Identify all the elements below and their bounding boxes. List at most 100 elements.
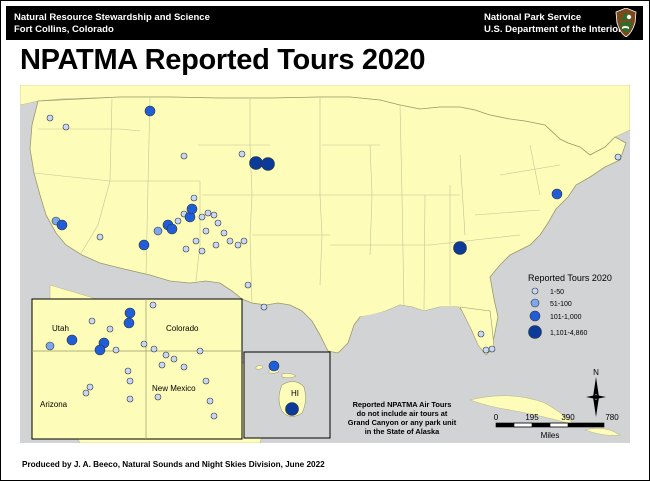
legend-symbol-tier4 (528, 325, 542, 339)
tour-marker (46, 114, 54, 122)
tour-markers (45, 105, 622, 420)
tour-marker (45, 341, 55, 351)
tour-marker (204, 209, 212, 217)
scale-tick-390: 390 (561, 413, 575, 422)
tour-marker (154, 393, 162, 401)
tour-marker (240, 237, 248, 245)
legend-title: Reported Tours 2020 (528, 273, 612, 283)
tour-marker (202, 377, 210, 385)
tour-marker (182, 245, 190, 253)
scale-segment (568, 423, 604, 427)
tour-marker (249, 156, 263, 170)
tour-marker (174, 217, 182, 225)
header-agency: National Park Service (484, 12, 582, 23)
maui-land (281, 373, 297, 379)
tour-marker (198, 213, 206, 221)
tour-marker (66, 334, 78, 346)
header-right: National Park Service U.S. Department of… (484, 12, 622, 36)
scale-unit: Miles (541, 431, 560, 440)
legend-label-tier3: 101-1,000 (550, 314, 582, 321)
tour-marker (206, 397, 214, 405)
southwest-inset: Utah Colorado Arizona New Mexico (31, 298, 243, 440)
inset-label-hawaii: HI (291, 389, 299, 398)
map-note: Reported NPATMA Air Tours do not include… (348, 400, 457, 436)
tour-marker (192, 237, 200, 245)
tour-marker (268, 360, 280, 372)
scale-segment (496, 423, 514, 427)
legend-label-tier2: 51-100 (550, 301, 572, 308)
tour-marker (124, 367, 132, 375)
scale-segment (513, 422, 533, 428)
inset-label-arizona: Arizona (40, 400, 68, 409)
nps-arrowhead-icon (615, 8, 637, 37)
tour-marker (261, 157, 275, 171)
tour-marker (190, 194, 198, 202)
tour-marker (453, 241, 467, 255)
scale-segment (549, 422, 569, 428)
hawaii-inset: HI (243, 351, 331, 439)
tour-marker (88, 317, 96, 325)
tour-marker (140, 340, 148, 348)
tour-marker (96, 233, 104, 241)
scale-bar: 0 195 390 780 Miles (494, 413, 619, 440)
tour-marker (166, 223, 178, 235)
north-arrow-icon: N (586, 368, 606, 417)
page-title: NPATMA Reported Tours 2020 (20, 44, 426, 76)
us-map: Utah Colorado Arizona New Mexico HI (20, 85, 630, 443)
scale-tick-0: 0 (494, 413, 499, 422)
tour-marker (220, 229, 228, 237)
tour-marker (126, 395, 134, 403)
tour-marker (62, 123, 70, 131)
inset-label-new-mexico: New Mexico (152, 384, 196, 393)
tour-marker (170, 355, 178, 363)
legend-label-tier4: 1,101-4,860 (550, 330, 587, 337)
header-bar: Natural Resource Stewardship and Science… (6, 6, 643, 40)
tour-marker (226, 237, 234, 245)
header-org: Natural Resource Stewardship and Science (14, 12, 210, 23)
tour-marker (210, 211, 218, 219)
kauai-land (255, 365, 264, 370)
tour-marker (94, 344, 106, 356)
tour-marker (86, 383, 94, 391)
note-line2: do not include air tours at (357, 409, 448, 418)
tour-marker (212, 241, 220, 249)
note-line1: Reported NPATMA Air Tours (353, 400, 452, 409)
tour-marker (477, 330, 485, 338)
tour-marker (210, 412, 218, 420)
tour-marker (244, 281, 252, 289)
legend-symbol-tier3 (529, 310, 541, 322)
tour-marker (234, 241, 242, 249)
tour-marker (186, 203, 198, 215)
legend-label-tier1: 1-50 (550, 289, 564, 296)
legend: Reported Tours 2020 1-50 51-100 101-1,00… (528, 273, 612, 339)
header-location: Fort Collins, Colorado (14, 24, 114, 35)
tour-marker (196, 347, 204, 355)
tour-marker (198, 247, 206, 255)
legend-symbol-tier1 (531, 287, 539, 295)
header-department: U.S. Department of the Interior (484, 24, 622, 35)
scale-outline (495, 422, 605, 428)
tour-marker (180, 363, 188, 371)
map-credit: Produced by J. A. Beeco, Natural Sounds … (22, 460, 325, 469)
tour-marker (162, 351, 170, 359)
tour-marker (488, 345, 496, 353)
tour-marker (238, 150, 246, 158)
tour-marker (214, 219, 222, 227)
legend-symbol-tier2 (530, 298, 540, 308)
tour-marker (106, 325, 114, 333)
tour-marker (150, 345, 158, 353)
gulf-of-mexico (360, 305, 468, 340)
tour-marker (123, 317, 135, 329)
tour-marker (56, 219, 68, 231)
inset-label-colorado: Colorado (166, 324, 199, 333)
tour-marker (124, 307, 136, 319)
note-line4: in the State of Alaska (365, 427, 440, 436)
hispaniola-land (583, 428, 621, 436)
florida-land (459, 306, 495, 356)
note-line3: Grand Canyon or any park unit (348, 418, 457, 427)
north-label: N (593, 368, 599, 377)
tour-marker (260, 303, 268, 311)
tour-marker (158, 361, 166, 369)
tour-marker (180, 152, 188, 160)
inset-label-utah: Utah (52, 324, 69, 333)
